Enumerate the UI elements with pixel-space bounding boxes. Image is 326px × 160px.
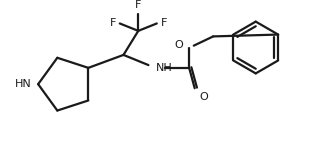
- Text: F: F: [160, 18, 167, 28]
- Text: NH: NH: [156, 63, 172, 73]
- Text: F: F: [135, 0, 141, 10]
- Text: O: O: [174, 40, 183, 50]
- Text: F: F: [110, 18, 116, 28]
- Text: O: O: [199, 92, 208, 102]
- Text: HN: HN: [15, 79, 32, 89]
